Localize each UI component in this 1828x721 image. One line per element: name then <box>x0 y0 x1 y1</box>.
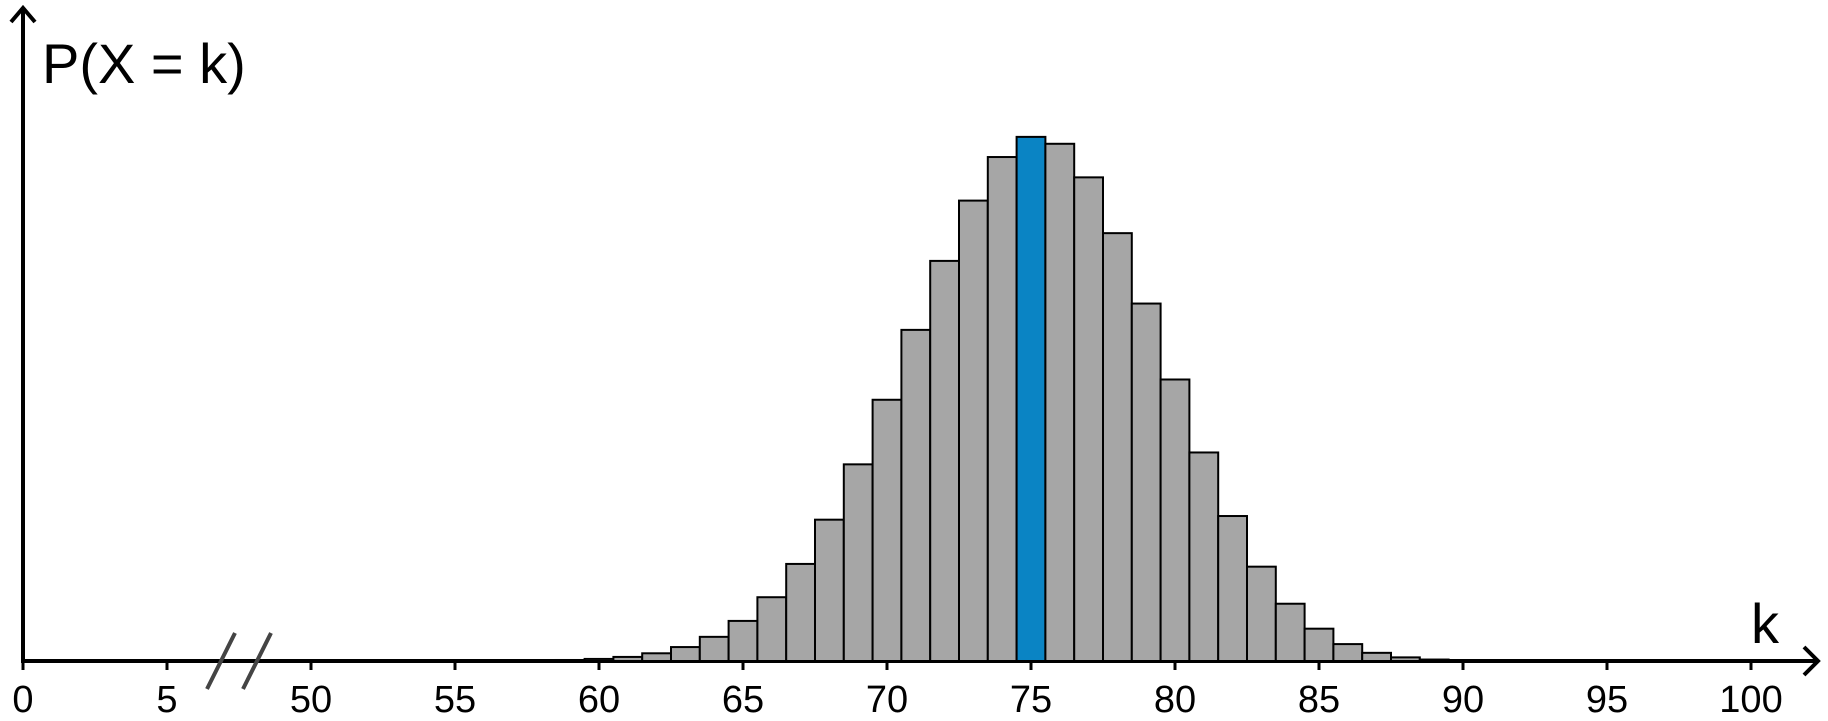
bar <box>1102 232 1133 663</box>
x-tick-label: 100 <box>1719 679 1782 721</box>
bar <box>1447 659 1479 662</box>
axis-break <box>205 632 237 690</box>
bar <box>612 655 644 662</box>
bar <box>986 156 1018 662</box>
bar <box>1130 302 1162 662</box>
x-tick-label: 5 <box>156 679 177 721</box>
bar <box>1418 658 1450 663</box>
bar <box>1188 451 1220 662</box>
bar <box>814 518 845 662</box>
bar <box>698 635 730 662</box>
x-tick-label: 85 <box>1298 679 1340 721</box>
x-tick-label: 90 <box>1442 679 1484 721</box>
bar <box>583 657 615 662</box>
axis-break <box>241 632 273 690</box>
x-tick-label: 60 <box>578 679 620 721</box>
bar <box>871 398 903 662</box>
x-axis-label: k <box>1751 592 1780 655</box>
bar <box>1015 135 1047 663</box>
bar <box>1332 643 1364 662</box>
bar <box>1246 565 1277 662</box>
y-axis-arrow <box>9 4 37 24</box>
x-tick-label: 55 <box>434 679 476 721</box>
bar <box>670 646 701 663</box>
bar <box>1044 142 1076 662</box>
bar <box>554 658 586 662</box>
bar <box>785 562 817 662</box>
x-tick-label: 75 <box>1010 679 1052 721</box>
x-tick-label: 70 <box>866 679 908 721</box>
x-axis-arrow <box>1802 645 1821 677</box>
x-tick-label: 50 <box>290 679 332 721</box>
bar <box>929 259 961 662</box>
bar <box>1303 627 1335 662</box>
bar <box>756 596 788 662</box>
x-tick-label: 80 <box>1154 679 1196 721</box>
bar <box>1274 602 1306 662</box>
x-tick-label: 65 <box>722 679 764 721</box>
y-axis-label: P(X = k) <box>42 32 246 95</box>
bar <box>1159 378 1191 662</box>
x-tick-label: 0 <box>12 679 33 721</box>
bar <box>1361 651 1392 663</box>
bar <box>958 199 989 663</box>
x-tick-label: 95 <box>1586 679 1628 721</box>
bar <box>1217 515 1248 662</box>
bar <box>1390 656 1421 663</box>
bar <box>641 652 673 663</box>
bar <box>1073 176 1104 662</box>
bar <box>727 619 759 662</box>
bar <box>842 463 874 662</box>
bar <box>900 328 932 662</box>
